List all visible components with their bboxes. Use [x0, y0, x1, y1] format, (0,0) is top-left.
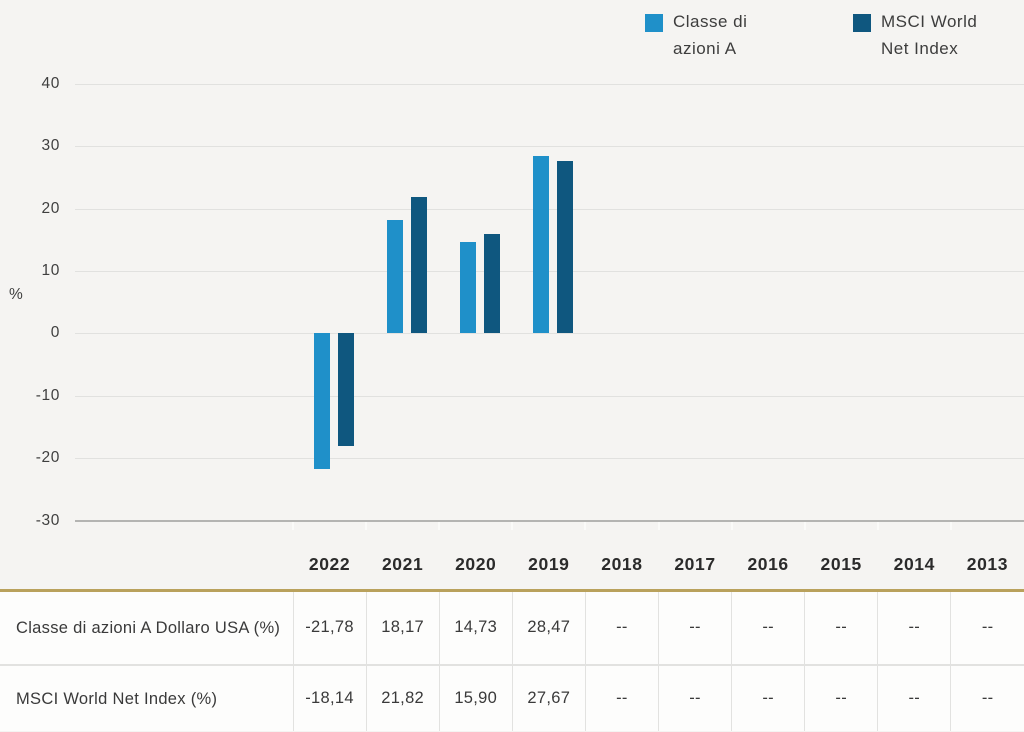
legend-item-classe-di-azioni-a: Classe di azioni A — [645, 8, 853, 62]
gridline-20 — [75, 208, 1024, 210]
cell-2014-row1: -- — [877, 590, 952, 666]
x-axis-tick-2021 — [365, 522, 368, 530]
table-row-2: MSCI World Net Index (%) -18,14 21,82 15,90… — [0, 665, 1024, 731]
year-header-2020: 2020 — [439, 540, 513, 592]
gridline-40 — [75, 84, 1024, 85]
cell-2021-row1: 18,17 — [366, 590, 440, 666]
year-header-2014: 2014 — [877, 540, 951, 592]
x-axis-tick-2015 — [803, 522, 806, 530]
legend-label-msci-world-net-index: MSCI World Net Index — [881, 8, 977, 62]
cell-2013-row1: -- — [950, 590, 1024, 666]
y-tick-label--10: -10 — [35, 386, 60, 404]
x-axis-tick-2014 — [876, 522, 879, 530]
table-row-1: Classe di azioni A Dollaro USA (%) -21,78… — [0, 590, 1024, 666]
legend-label-line: Classe di — [673, 12, 748, 31]
bar-msci-2019 — [556, 160, 573, 334]
y-tick-label-40: 40 — [41, 75, 60, 92]
cell-2022-row2: -18,14 — [293, 665, 367, 731]
x-axis-line — [75, 520, 1024, 522]
x-axis-tick-2018 — [584, 522, 587, 530]
cell-2016-row1: -- — [731, 590, 806, 666]
annual-performance-bar-chart: % 40 30 20 10 0 -10 -20 -30 — [9, 75, 1024, 530]
cell-2015-row1: -- — [804, 590, 879, 666]
year-header-2016: 2016 — [731, 540, 805, 592]
gridline--10 — [75, 395, 1024, 397]
bar-class-a-2020 — [459, 241, 476, 334]
x-axis-tick-2022 — [292, 522, 294, 530]
legend-swatch-msci-world-net-index — [853, 14, 871, 32]
y-tick-label-20: 20 — [41, 199, 60, 217]
legend-label-line: Net Index — [881, 39, 959, 58]
x-axis-tick-2019 — [511, 522, 514, 530]
legend-label-line: MSCI World — [881, 12, 978, 31]
bar-class-a-2019 — [532, 155, 549, 334]
year-header-2017: 2017 — [658, 540, 732, 592]
x-axis-tick-2020 — [438, 522, 441, 530]
cell-2019-row2: 27,67 — [512, 665, 586, 731]
legend-swatch-classe-di-azioni-a — [645, 14, 663, 32]
y-tick-label--30: -30 — [35, 511, 60, 529]
year-header-2021: 2021 — [366, 540, 440, 592]
year-header-2018: 2018 — [585, 540, 659, 592]
cell-2014-row2: -- — [877, 665, 952, 731]
y-tick-label-10: 10 — [41, 262, 60, 280]
gridline-0 — [75, 333, 1024, 335]
year-header-row: 2022 2021 2020 2019 2018 2017 2016 2015 2014 2013 — [0, 540, 1024, 592]
y-tick-label-30: 30 — [41, 137, 60, 155]
legend-label-line: azioni A — [673, 39, 737, 58]
bar-msci-2021 — [410, 197, 427, 334]
gridline--20 — [75, 458, 1024, 460]
cell-2021-row2: 21,82 — [366, 665, 440, 731]
x-axis-tick-2013 — [949, 522, 952, 530]
y-tick-label-0: 0 — [50, 324, 60, 342]
cell-2017-row1: -- — [658, 590, 733, 666]
bar-msci-2020 — [483, 234, 500, 334]
cell-2020-row2: 15,90 — [439, 665, 513, 731]
gridline-10 — [75, 271, 1024, 273]
legend-label-classe-di-azioni-a: Classe di azioni A — [673, 8, 747, 62]
chart-legend: Classe di azioni A MSCI World Net Index — [645, 8, 1024, 62]
x-axis-tick-2017 — [657, 522, 660, 530]
legend-item-msci-world-net-index: MSCI World Net Index — [853, 8, 1024, 62]
cell-2018-row1: -- — [585, 590, 659, 666]
year-header-2013: 2013 — [950, 540, 1024, 592]
year-header-2019: 2019 — [512, 540, 586, 592]
cell-2019-row1: 28,47 — [512, 590, 586, 666]
x-axis-tick-2016 — [730, 522, 733, 530]
performance-table: 2022 2021 2020 2019 2018 2017 2016 2015 2014 2013… — [0, 540, 1024, 731]
bar-class-a-2022 — [313, 333, 330, 470]
row-label-1: Classe di azioni A Dollaro USA (%) — [0, 590, 294, 666]
cell-2020-row1: 14,73 — [439, 590, 513, 666]
table-corner-cell — [0, 540, 293, 592]
year-header-2015: 2015 — [804, 540, 878, 592]
cell-2015-row2: -- — [804, 665, 879, 731]
gridline-30 — [75, 146, 1024, 148]
row-label-2: MSCI World Net Index (%) — [0, 665, 294, 731]
cell-2022-row1: -21,78 — [293, 590, 367, 666]
year-header-2022: 2022 — [293, 540, 367, 592]
cell-2018-row2: -- — [585, 665, 659, 731]
bar-class-a-2021 — [386, 220, 403, 334]
cell-2013-row2: -- — [950, 665, 1024, 731]
bar-msci-2022 — [337, 333, 354, 447]
y-axis-unit-label: % — [9, 286, 23, 303]
cell-2016-row2: -- — [731, 665, 806, 731]
cell-2017-row2: -- — [658, 665, 733, 731]
y-tick-label--20: -20 — [35, 449, 60, 467]
